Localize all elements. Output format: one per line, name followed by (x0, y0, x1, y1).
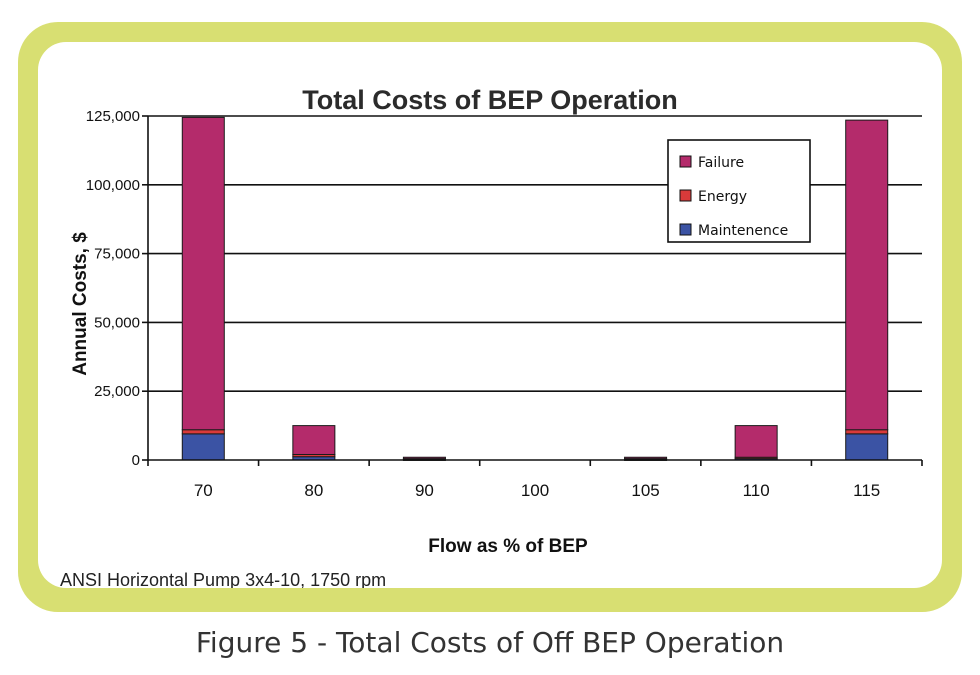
legend-swatch (679, 155, 692, 168)
bar-failure-70 (181, 116, 225, 431)
bar-failure-115 (845, 119, 889, 431)
x-tick-label: 115 (853, 481, 880, 500)
y-axis-title: Annual Costs, $ (70, 232, 91, 376)
legend-box (667, 139, 811, 243)
bar-maintenence-70 (181, 433, 225, 461)
bar-failure-80 (292, 425, 336, 455)
x-tick-label: 70 (194, 481, 213, 500)
bar-maintenence-115 (845, 433, 889, 461)
y-tick-label: 100,000 (86, 177, 140, 194)
y-tick-label: 75,000 (94, 246, 140, 263)
chart-title: Total Costs of BEP Operation (302, 85, 678, 115)
y-tick-label: 0 (132, 452, 140, 469)
y-tick-label: 25,000 (94, 383, 140, 400)
bar-energy-115 (845, 429, 889, 435)
x-tick-label: 105 (631, 481, 659, 500)
x-tick-label: 80 (304, 481, 323, 500)
axes: 0 25,000 50,000 75,000 100,000 125,000 70 80 90 1… (86, 108, 923, 500)
bars (181, 116, 889, 461)
y-tick-label: 125,000 (86, 108, 140, 125)
legend-swatch (679, 189, 692, 202)
chart-note: ANSI Horizontal Pump 3x4-10, 1750 rpm (60, 570, 386, 588)
x-tick-label: 100 (521, 481, 549, 500)
legend-swatch (679, 223, 692, 236)
x-tick-label: 110 (743, 481, 770, 500)
legend: Failure Energy Maintenence (667, 139, 811, 243)
y-tick-label: 50,000 (94, 314, 140, 331)
chart: Total Costs of BEP Operation 0 25,000 50,0… (60, 85, 923, 588)
bar-failure-105 (624, 456, 668, 460)
legend-label: Maintenence (698, 223, 788, 239)
x-tick-label: 90 (415, 481, 434, 500)
x-axis-title: Flow as % of BEP (428, 536, 588, 557)
chart-frame: Total Costs of BEP Operation 0 25,000 50,0… (18, 22, 962, 612)
bar-failure-110 (734, 425, 778, 458)
figure-caption: Figure 5 - Total Costs of Off BEP Operat… (195, 626, 785, 659)
legend-label: Energy (698, 189, 747, 205)
chart-panel: Total Costs of BEP Operation 0 25,000 50,0… (38, 42, 942, 588)
bar-energy-70 (181, 429, 225, 435)
bar-failure-90 (402, 456, 446, 460)
legend-label: Failure (698, 155, 744, 171)
